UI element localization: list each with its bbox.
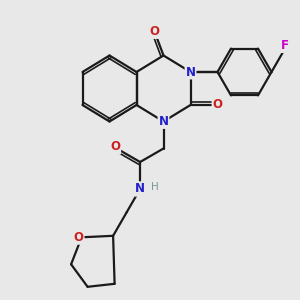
Text: N: N (135, 182, 145, 196)
Text: N: N (185, 65, 196, 79)
Text: O: O (74, 231, 84, 244)
Text: F: F (281, 39, 289, 52)
Text: O: O (149, 25, 160, 38)
Text: N: N (135, 182, 145, 196)
Text: N: N (158, 115, 169, 128)
Text: O: O (110, 140, 120, 154)
Text: O: O (212, 98, 223, 112)
Text: H: H (151, 182, 159, 193)
